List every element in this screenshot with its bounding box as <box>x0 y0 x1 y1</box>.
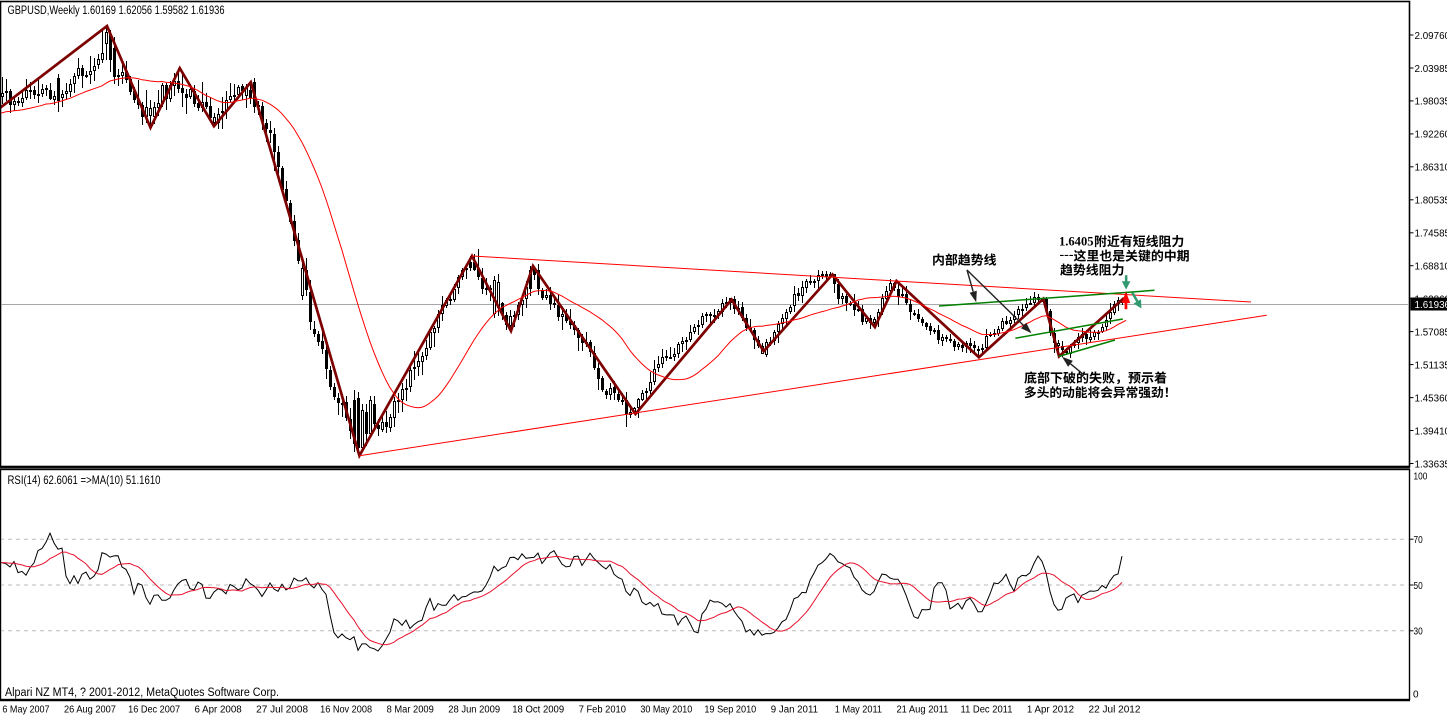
svg-text:GBPUSD,Weekly 1.60169 1.62056: GBPUSD,Weekly 1.60169 1.62056 1.59582 1.… <box>8 5 225 17</box>
svg-text:2.03985: 2.03985 <box>1415 64 1447 75</box>
svg-text:1.61936: 1.61936 <box>1415 300 1447 311</box>
svg-text:1.57085: 1.57085 <box>1415 327 1447 338</box>
svg-text:0: 0 <box>1413 690 1419 701</box>
svg-text:1.68810: 1.68810 <box>1415 262 1447 273</box>
svg-text:11 Dec 2011: 11 Dec 2011 <box>961 705 1013 716</box>
svg-text:1.98035: 1.98035 <box>1415 97 1447 108</box>
svg-text:8 Mar 2009: 8 Mar 2009 <box>387 705 435 716</box>
svg-text:1.92260: 1.92260 <box>1415 130 1447 141</box>
svg-text:100: 100 <box>1414 472 1428 483</box>
svg-text:9 Jan 2011: 9 Jan 2011 <box>771 705 819 716</box>
svg-text:30: 30 <box>1414 627 1424 638</box>
svg-text:1.45360: 1.45360 <box>1415 393 1447 404</box>
svg-text:70: 70 <box>1414 535 1424 546</box>
svg-text:18 Oct 2009: 18 Oct 2009 <box>512 705 564 716</box>
svg-text:28 Jun 2009: 28 Jun 2009 <box>448 705 500 716</box>
svg-text:1 May 2011: 1 May 2011 <box>835 705 883 716</box>
svg-text:50: 50 <box>1414 581 1424 592</box>
svg-text:21 Aug 2011: 21 Aug 2011 <box>896 705 948 716</box>
svg-text:19 Sep 2010: 19 Sep 2010 <box>704 705 756 716</box>
svg-text:22 Jul 2012: 22 Jul 2012 <box>1089 705 1141 716</box>
svg-text:1.51135: 1.51135 <box>1415 360 1447 371</box>
svg-text:1.33635: 1.33635 <box>1415 459 1447 470</box>
svg-text:1.6405: 1.6405 <box>1059 234 1094 249</box>
svg-text:16 Nov 2008: 16 Nov 2008 <box>320 705 372 716</box>
svg-text:2.09760: 2.09760 <box>1415 31 1447 42</box>
svg-text:6 Apr 2008: 6 Apr 2008 <box>195 705 243 716</box>
svg-text:1.74585: 1.74585 <box>1415 229 1447 240</box>
svg-text:6 May 2007: 6 May 2007 <box>2 705 50 716</box>
svg-text:Alpari NZ MT4, ? 2001-2012, Me: Alpari NZ MT4, ? 2001-2012, MetaQuotes S… <box>5 687 279 699</box>
svg-text:---: --- <box>1060 247 1074 262</box>
svg-text:26 Aug 2007: 26 Aug 2007 <box>64 705 116 716</box>
svg-text:1.39410: 1.39410 <box>1415 426 1447 437</box>
svg-text:1.86310: 1.86310 <box>1415 163 1447 174</box>
svg-text:30 May 2010: 30 May 2010 <box>640 705 692 716</box>
svg-text:1.80535: 1.80535 <box>1415 196 1447 207</box>
svg-text:1 Apr 2012: 1 Apr 2012 <box>1027 705 1075 716</box>
svg-text:16 Dec 2007: 16 Dec 2007 <box>128 705 180 716</box>
svg-text:RSI(14) 62.6061 =>MA(10) 51.1: RSI(14) 62.6061 =>MA(10) 51.1610 <box>8 475 161 487</box>
svg-text:7 Feb 2010: 7 Feb 2010 <box>579 705 627 716</box>
svg-text:27 Jul 2008: 27 Jul 2008 <box>256 705 308 716</box>
